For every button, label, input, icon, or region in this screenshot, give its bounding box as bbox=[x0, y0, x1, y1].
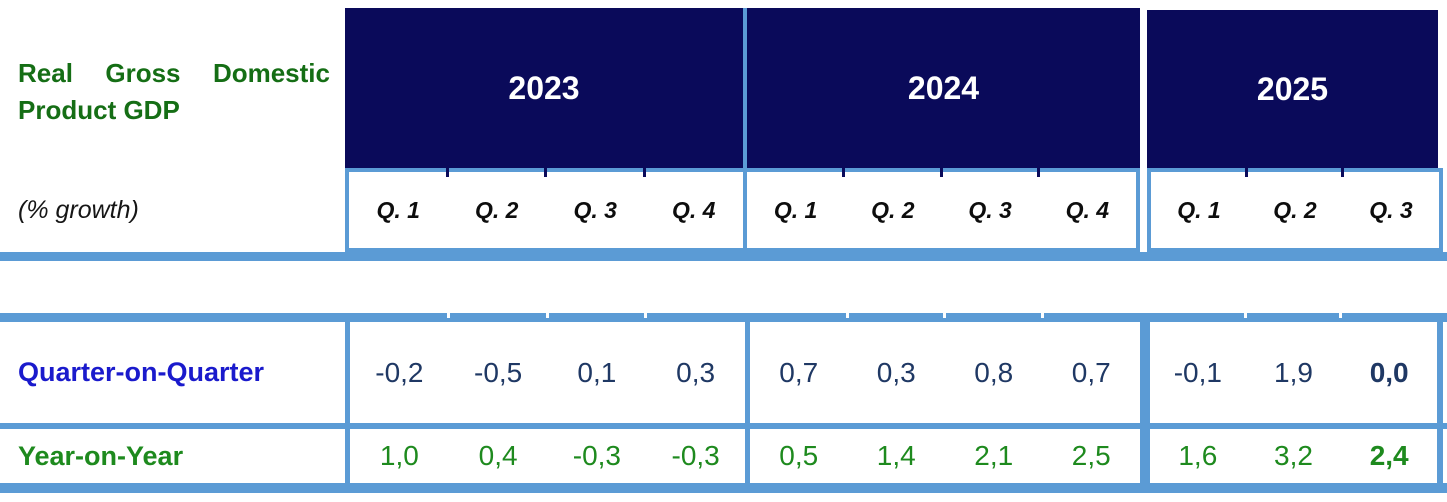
column-divider bbox=[1140, 322, 1150, 423]
year-header-2023: 2023 bbox=[345, 8, 743, 168]
value-cell: 0,7 bbox=[1040, 313, 1141, 423]
table-row-year-on-year: Year-on-Year 1,0 0,4 -0,3 -0,3 0,5 1,4 2… bbox=[0, 429, 1443, 483]
year-gap bbox=[1140, 8, 1147, 168]
value-cell: 0,3 bbox=[644, 313, 745, 423]
yoy-values-2024: 0,5 1,4 2,1 2,5 bbox=[750, 429, 1140, 483]
value-cell-latest: 2,4 bbox=[1369, 440, 1409, 471]
value-cell: -0,5 bbox=[446, 313, 548, 423]
quarter-headers-2025: Q. 1 Q. 2 Q. 3 bbox=[1147, 168, 1443, 252]
quarter-header: Q. 2 bbox=[445, 168, 547, 248]
value-cell: 0,5 bbox=[779, 440, 819, 471]
value-cell: 1,9 bbox=[1243, 313, 1342, 423]
value-cell: 0,4 bbox=[478, 440, 518, 471]
value-cell: 0,8 bbox=[943, 313, 1043, 423]
yoy-values-2025: 1,6 3,2 2,4 bbox=[1150, 429, 1437, 483]
quarter-header: Q. 1 bbox=[1177, 196, 1221, 223]
value-cell: 0,3 bbox=[845, 313, 946, 423]
qoq-values-2023: -0,2 -0,5 0,1 0,3 bbox=[350, 313, 745, 423]
value-cell: 0,1 bbox=[545, 313, 647, 423]
row-divider-rule bbox=[0, 423, 1447, 429]
value-cell: 1,6 bbox=[1178, 440, 1218, 471]
header-bottom-rule bbox=[0, 252, 1447, 261]
year-header-row: Real Gross Domestic Product GDP 2023 202… bbox=[0, 8, 1438, 168]
quarter-header: Q. 1 bbox=[773, 196, 818, 223]
row-label: Quarter-on-Quarter bbox=[18, 357, 265, 387]
year-label-2024: 2024 bbox=[907, 69, 980, 106]
year-label-2023: 2023 bbox=[508, 69, 580, 106]
quarter-header: Q. 4 bbox=[642, 168, 744, 248]
table-title-cell: Real Gross Domestic Product GDP bbox=[0, 8, 345, 168]
quarter-header: Q. 1 bbox=[376, 196, 420, 223]
table-row-quarter-on-quarter: Quarter-on-Quarter -0,2 -0,5 0,1 0,3 0,7… bbox=[0, 313, 1443, 423]
column-divider bbox=[745, 322, 750, 423]
value-cell: 1,0 bbox=[379, 440, 419, 471]
value-cell: 3,2 bbox=[1274, 440, 1313, 471]
quarter-headers-2024: Q. 1 Q. 2 Q. 3 Q. 4 bbox=[747, 168, 1140, 252]
yoy-values-2023: 1,0 0,4 -0,3 -0,3 bbox=[350, 429, 745, 483]
column-divider bbox=[1140, 429, 1150, 483]
value-cell: -0,3 bbox=[572, 440, 621, 471]
quarter-header-row: (% growth) Q. 1 Q. 2 Q. 3 Q. 4 Q. 1 Q. 2… bbox=[0, 168, 1443, 252]
year-header-2024: 2024 bbox=[747, 8, 1140, 168]
column-divider bbox=[345, 429, 350, 483]
value-cell: -0,3 bbox=[671, 440, 720, 471]
year-label-2025: 2025 bbox=[1256, 70, 1329, 107]
value-cell-latest: 0,0 bbox=[1339, 313, 1437, 423]
value-cell: 1,4 bbox=[876, 440, 916, 471]
quarter-headers-2023: Q. 1 Q. 2 Q. 3 Q. 4 bbox=[345, 168, 747, 252]
value-cell: 0,7 bbox=[779, 356, 819, 388]
value-cell: 2,1 bbox=[974, 440, 1014, 471]
column-divider bbox=[345, 322, 350, 423]
qoq-values-2025: -0,1 1,9 0,0 bbox=[1150, 313, 1437, 423]
column-divider bbox=[745, 429, 750, 483]
quarter-header: Q. 3 bbox=[544, 168, 645, 248]
row-label: Year-on-Year bbox=[18, 440, 184, 471]
value-cell: -0,1 bbox=[1173, 356, 1222, 388]
value-cell: 2,5 bbox=[1071, 440, 1111, 471]
quarter-header-gap bbox=[1140, 168, 1147, 252]
table-title: Real Gross Domestic Product GDP bbox=[18, 58, 330, 125]
quarter-header: Q. 2 bbox=[842, 168, 941, 248]
body-top-rule bbox=[0, 313, 1447, 322]
table-right-border bbox=[1437, 322, 1443, 423]
qoq-values-2024: 0,7 0,3 0,8 0,7 bbox=[750, 313, 1141, 423]
quarter-header: Q. 2 bbox=[1245, 168, 1343, 248]
quarter-header: Q. 3 bbox=[1341, 168, 1439, 248]
year-header-2025: 2025 bbox=[1147, 10, 1438, 168]
unit-subtitle: (% growth) bbox=[18, 195, 139, 224]
table-right-border bbox=[1437, 429, 1443, 483]
year-divider bbox=[743, 8, 747, 168]
value-cell: -0,2 bbox=[375, 356, 424, 388]
quarter-header: Q. 3 bbox=[939, 168, 1039, 248]
quarter-header: Q. 4 bbox=[1036, 168, 1136, 248]
table-bottom-rule bbox=[0, 483, 1447, 493]
